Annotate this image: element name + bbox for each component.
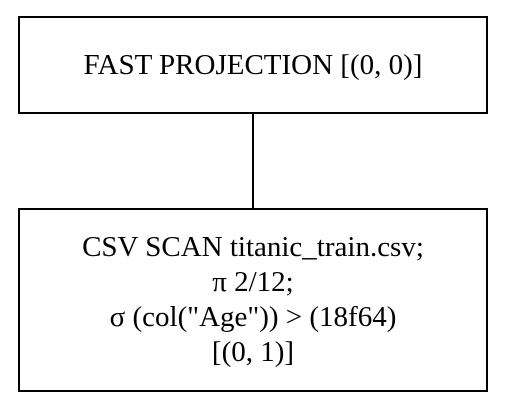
csv-scan-line-source: CSV SCAN titanic_train.csv; xyxy=(82,231,424,263)
csv-scan-line-projection: π 2/12; xyxy=(212,266,294,298)
csv-scan-line-id: [(0, 1)] xyxy=(211,336,295,368)
fast-projection-label: FAST PROJECTION [(0, 0)] xyxy=(83,48,423,81)
csv-scan-line-selection: σ (col("Age")) > (18f64) xyxy=(109,301,397,333)
fast-projection-node: FAST PROJECTION [(0, 0)] xyxy=(18,16,488,114)
edge-projection-to-scan xyxy=(252,114,254,208)
csv-scan-node: CSV SCAN titanic_train.csv; π 2/12; σ (c… xyxy=(18,208,488,392)
